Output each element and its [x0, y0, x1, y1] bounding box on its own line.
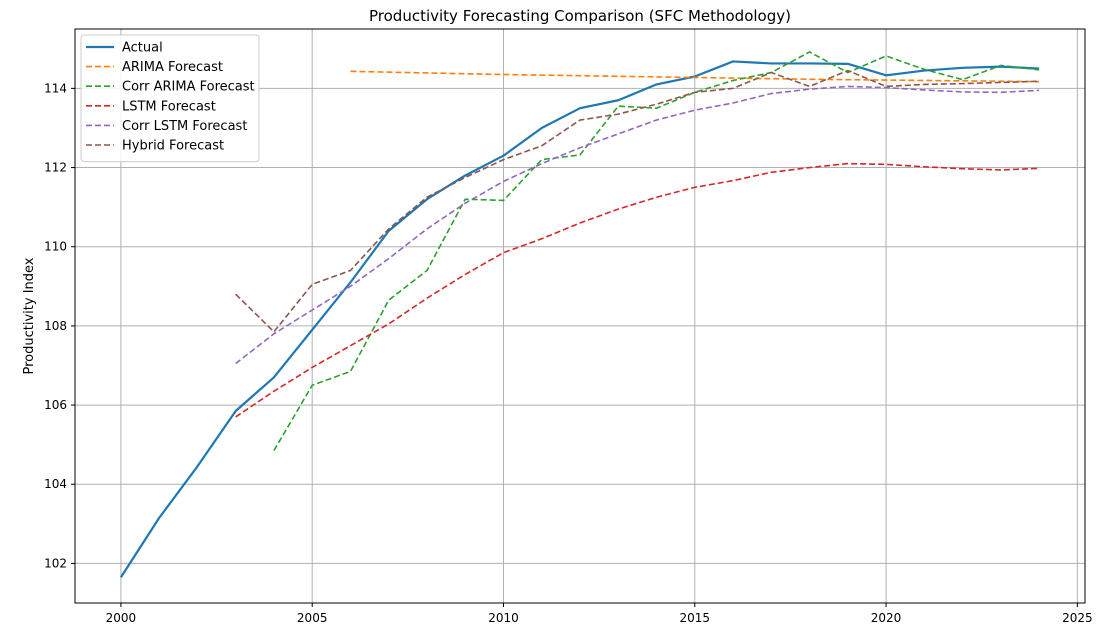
- y-tick-label: 108: [44, 319, 67, 333]
- plot-frame: [74, 28, 1086, 604]
- series-line-arima-forecast: [350, 70, 1040, 83]
- legend-label-lstm-forecast: LSTM Forecast: [122, 99, 216, 114]
- series-line-corr-lstm-forecast: [235, 85, 1040, 365]
- legend-box: [80, 34, 260, 163]
- x-tick-label: 2005: [297, 611, 328, 625]
- x-tick-label: 2000: [106, 611, 137, 625]
- legend-label-arima-forecast: ARIMA Forecast: [122, 60, 223, 75]
- x-tick-label: 2015: [679, 611, 710, 625]
- series-line-actual: [119, 60, 1040, 578]
- series-layer: [119, 51, 1040, 578]
- y-tick-label: 112: [44, 161, 67, 175]
- chart-title: Productivity Forecasting Comparison (SFC…: [369, 7, 791, 25]
- y-tick-label: 114: [44, 81, 67, 95]
- legend-label-hybrid-forecast: Hybrid Forecast: [122, 139, 224, 154]
- x-tick-label: 2025: [1062, 611, 1093, 625]
- series-line-corr-arima-forecast: [273, 51, 1040, 451]
- legend-label-corr-arima-forecast: Corr ARIMA Forecast: [122, 80, 255, 95]
- x-axis: 2000 2005 2010 2015 2020 2025: [106, 603, 1093, 625]
- series-line-lstm-forecast: [235, 162, 1040, 418]
- series-line-hybrid-forecast: [235, 69, 1040, 333]
- y-axis: 102 104 106 108 110 112 114: [44, 81, 75, 570]
- legend-label-actual: Actual: [122, 41, 163, 56]
- x-tick-label: 2020: [871, 611, 902, 625]
- y-tick-label: 104: [44, 477, 67, 491]
- y-tick-label: 110: [44, 240, 67, 254]
- legend: Actual ARIMA Forecast Corr ARIMA Forecast L…: [80, 34, 260, 163]
- x-tick-label: 2010: [488, 611, 519, 625]
- y-tick-label: 102: [44, 556, 67, 570]
- y-axis-label: Productivity Index: [22, 257, 37, 374]
- legend-label-corr-lstm-forecast: Corr LSTM Forecast: [122, 119, 247, 134]
- y-tick-label: 106: [44, 398, 67, 412]
